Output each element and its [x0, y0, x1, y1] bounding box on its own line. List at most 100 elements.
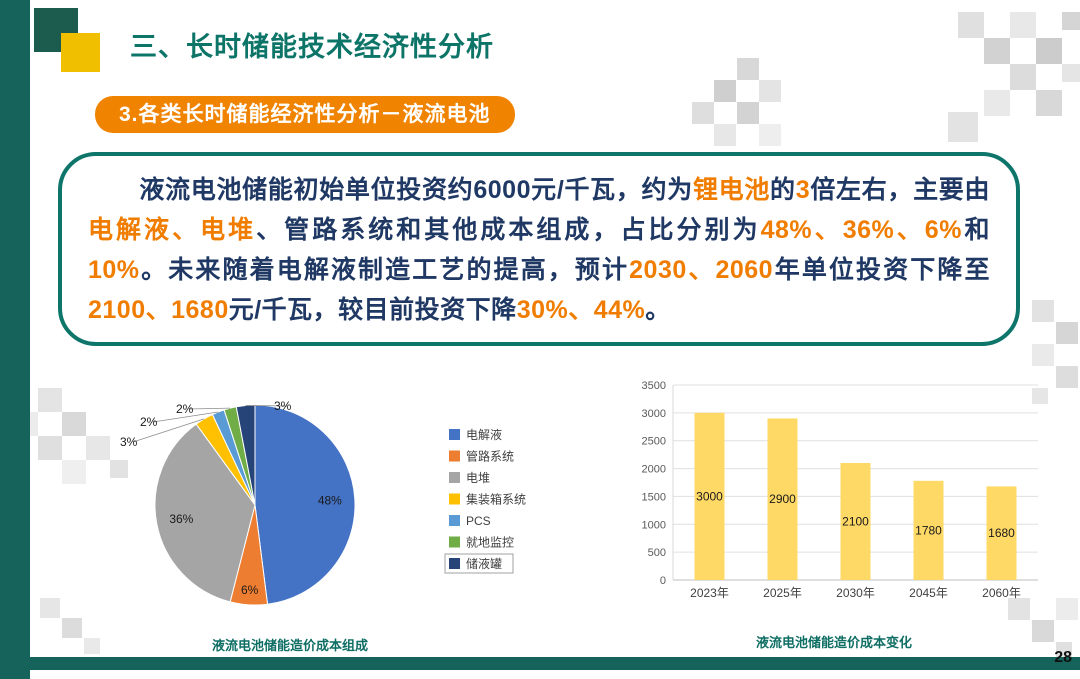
- y-tick-label: 0: [660, 575, 666, 587]
- decor-square: [38, 436, 62, 460]
- summary-text-segment: 年单位投资下降至: [773, 256, 990, 284]
- pie-leader-line: [152, 411, 219, 423]
- legend-label: 电解液: [466, 427, 502, 442]
- pie-data-label: 48%: [318, 493, 342, 507]
- decor-square: [958, 12, 984, 38]
- pie-chart: 48% 6% 36% 3% 2% 2% 3% 电解液 管路系统 电堆 集装箱系统 PCS 就地监控 储液罐…: [100, 393, 580, 655]
- decor-square: [737, 58, 759, 80]
- x-category-label: 2025年: [763, 586, 802, 600]
- decor-square: [38, 388, 62, 412]
- summary-text-segment: 。: [645, 296, 671, 324]
- pie-leader-line: [245, 405, 288, 407]
- decor-square: [62, 618, 82, 638]
- decor-square: [1056, 366, 1078, 388]
- bar-chart: 0 500 1000 1500 2000 2500 3000 3500 3000 2023年 290…: [613, 370, 1055, 655]
- decor-square: [84, 638, 100, 654]
- decor-square: [1032, 344, 1054, 366]
- decor-square: [86, 436, 110, 460]
- bar-data-label: 2900: [769, 492, 796, 506]
- summary-textbox: 液流电池储能初始单位投资约6000元/千瓦，约为锂电池的3倍左右，主要由电解液、…: [58, 152, 1020, 346]
- pie-chart-caption: 液流电池储能造价成本组成: [211, 638, 368, 653]
- decor-square: [759, 124, 781, 146]
- y-tick-label: 1500: [642, 491, 666, 503]
- summary-text-segment: 48%、36%、6%: [760, 216, 962, 244]
- bar-chart-caption: 液流电池储能造价成本变化: [755, 635, 912, 650]
- summary-text-segment: 电解液、电堆: [88, 216, 257, 244]
- summary-text-segment: 2030、2060: [629, 256, 774, 284]
- summary-text-segment: 2100、1680: [88, 296, 229, 324]
- decor-square: [1032, 620, 1054, 642]
- pie-slice-2: [154, 423, 256, 603]
- pie-data-label: 2%: [176, 402, 194, 416]
- decor-square: [1010, 64, 1036, 90]
- summary-text-segment: 3: [795, 176, 811, 204]
- legend-swatch-4: [449, 515, 460, 526]
- summary-text-segment: 10%: [88, 256, 140, 284]
- legend-label: 就地监控: [466, 536, 514, 550]
- summary-text-segment: 倍左右，主要由: [810, 176, 990, 204]
- bar-4: [986, 486, 1017, 580]
- decor-square: [1036, 90, 1062, 116]
- summary-text-segment: 、管路系统和其他成本组成，占比分别为: [256, 216, 761, 244]
- x-category-label: 2060年: [982, 586, 1021, 600]
- summary-text-segment: 锂电池: [692, 176, 771, 204]
- legend-swatch-0: [449, 429, 460, 440]
- legend-label: PCS: [466, 514, 491, 528]
- decor-square: [737, 102, 759, 124]
- decor-square: [62, 460, 86, 484]
- decor-square: [948, 112, 978, 142]
- summary-text-segment: 30%、44%: [516, 296, 646, 324]
- legend-swatch-1: [449, 450, 460, 462]
- x-category-label: 2023年: [690, 586, 729, 600]
- decor-square: [110, 460, 128, 478]
- decor-square: [62, 412, 86, 436]
- decor-square: [40, 598, 60, 618]
- decor-square: [984, 38, 1010, 64]
- decor-square: [1062, 12, 1080, 30]
- decor-square: [714, 124, 736, 146]
- legend-swatch-5: [449, 536, 460, 548]
- x-category-label: 2045年: [909, 586, 948, 600]
- decor-square: [1056, 322, 1078, 344]
- section-badge: 3.各类长时储能经济性分析－液流电池: [95, 96, 515, 133]
- decor-square: [1036, 38, 1062, 64]
- pie-data-label: 36%: [169, 512, 193, 526]
- y-tick-label: 3000: [642, 408, 666, 420]
- decor-square: [692, 102, 714, 124]
- legend-label: 管路系统: [466, 449, 514, 464]
- left-edge-bar: [0, 0, 30, 679]
- bar-data-label: 2100: [842, 515, 869, 529]
- pie-leader-line: [188, 407, 231, 410]
- bar-data-label: 1780: [915, 523, 942, 537]
- y-tick-label: 500: [648, 547, 666, 559]
- legend-swatch-3: [449, 493, 460, 505]
- pie-data-label: 6%: [241, 583, 259, 597]
- page-title: 三、长时储能技术经济性分析: [130, 32, 494, 62]
- summary-text-segment: 元/千瓦，较目前投资下降: [228, 296, 517, 324]
- page-number: 28: [1054, 649, 1072, 666]
- pie-data-label: 3%: [120, 435, 138, 449]
- decor-square: [1010, 12, 1036, 38]
- pie-data-label: 3%: [274, 399, 292, 413]
- decor-square: [1032, 388, 1048, 404]
- summary-text-segment: 和: [961, 216, 990, 244]
- summary-text-segment: 的: [770, 176, 796, 204]
- bar-chart-canvas: 0 500 1000 1500 2000 2500 3000 3500 3000 2023年 290…: [642, 380, 1038, 600]
- bar-1: [767, 418, 798, 580]
- legend-swatch-6: [449, 558, 460, 569]
- legend-highlight-box: [444, 553, 514, 574]
- decor-square: [1056, 598, 1078, 620]
- decor-square: [759, 80, 781, 102]
- y-tick-label: 1000: [642, 519, 666, 531]
- decor-square: [1008, 598, 1030, 620]
- pie-slice-0: [254, 404, 356, 605]
- legend-label: 电堆: [466, 471, 490, 485]
- decor-square: [1056, 642, 1072, 658]
- bar-data-label: 1680: [988, 526, 1015, 540]
- x-category-label: 2030年: [836, 586, 875, 600]
- bar-0: [694, 412, 725, 580]
- bar-2: [840, 463, 871, 580]
- pie-data-label: 2%: [140, 415, 158, 429]
